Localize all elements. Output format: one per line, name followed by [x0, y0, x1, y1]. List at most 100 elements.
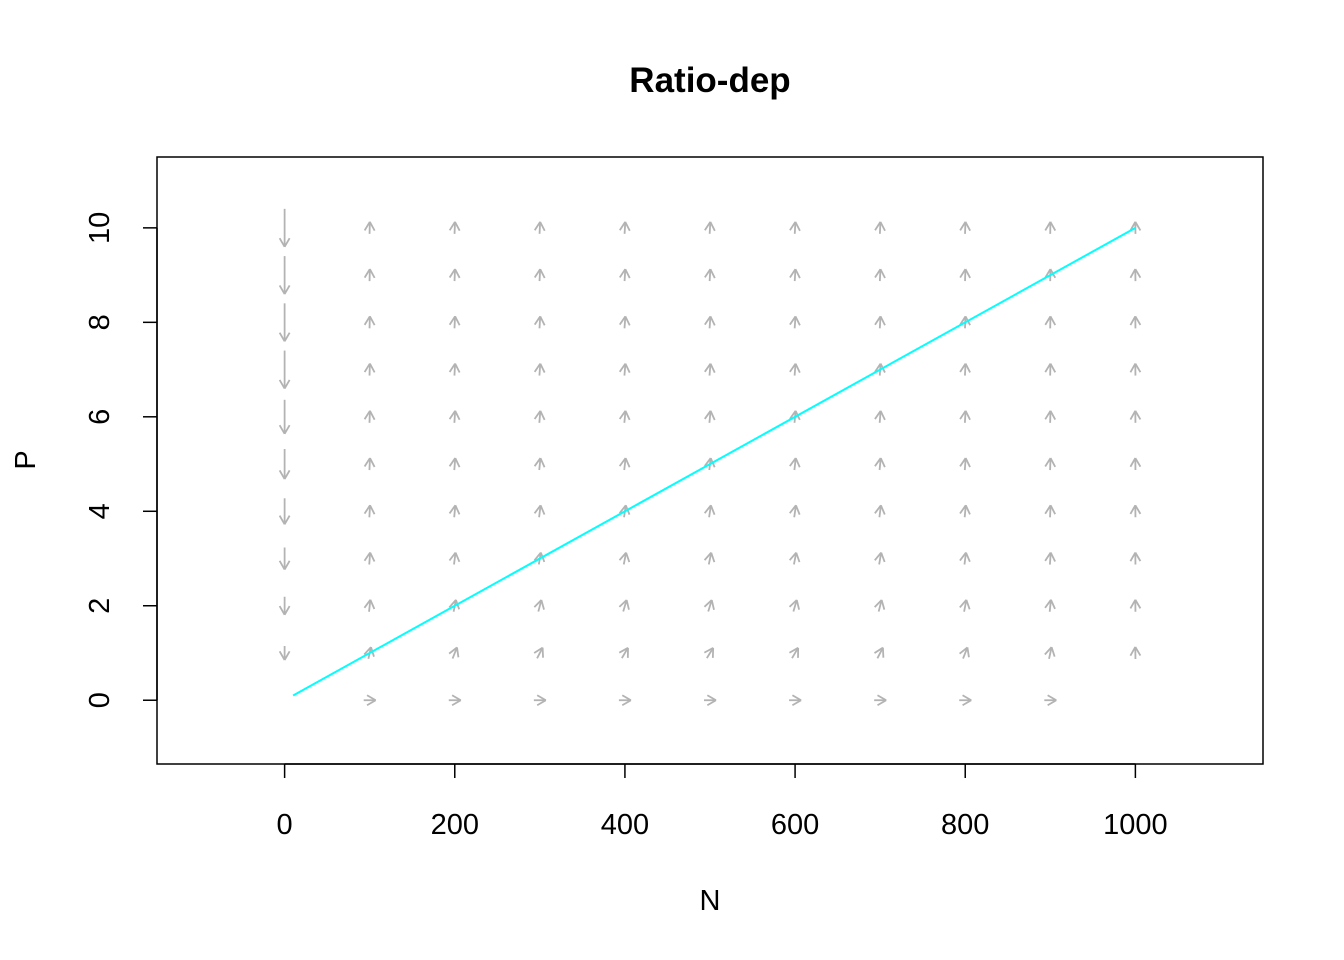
x-tick-label: 400 — [601, 809, 649, 841]
field-arrow — [618, 363, 631, 376]
field-arrow — [363, 599, 376, 612]
field-arrow — [1044, 504, 1056, 518]
field-arrow — [363, 221, 376, 234]
field-arrow — [533, 315, 546, 329]
field-arrow — [959, 599, 971, 612]
y-tick-label: 2 — [84, 598, 116, 614]
field-arrow — [618, 410, 631, 423]
field-arrow — [278, 449, 291, 480]
field-arrow — [1129, 552, 1142, 565]
field-arrow — [618, 599, 630, 612]
field-arrow — [448, 315, 461, 329]
field-arrow — [618, 647, 629, 659]
field-arrow — [448, 363, 461, 376]
field-arrow — [533, 694, 547, 707]
field-arrow — [959, 268, 971, 282]
x-tick-label: 600 — [771, 809, 819, 841]
field-arrow — [1044, 599, 1056, 612]
field-arrow — [1044, 646, 1056, 660]
field-arrow — [619, 268, 631, 282]
field-arrow — [1044, 221, 1057, 234]
field-arrow — [1129, 363, 1142, 376]
field-arrow — [1129, 221, 1142, 234]
y-tick-label: 10 — [84, 212, 116, 244]
field-arrow — [278, 596, 291, 616]
field-arrow — [1044, 410, 1057, 423]
field-arrow — [618, 552, 631, 565]
field-arrow — [704, 410, 716, 423]
field-arrow — [448, 268, 461, 282]
field-arrow — [874, 457, 886, 471]
field-arrow — [788, 552, 801, 565]
field-arrow — [533, 221, 546, 234]
field-arrow — [788, 647, 800, 659]
field-arrow — [619, 221, 631, 234]
x-tick-label: 0 — [277, 809, 293, 841]
field-arrow — [363, 268, 376, 282]
field-arrow — [789, 221, 801, 234]
field-arrow — [533, 599, 545, 612]
field-arrow — [959, 221, 971, 234]
field-arrow — [874, 552, 886, 565]
field-arrow — [533, 410, 546, 423]
series-line — [292, 226, 1136, 697]
field-arrow — [448, 221, 461, 234]
field-arrow — [789, 694, 802, 707]
field-arrow — [1044, 457, 1057, 471]
field-arrow — [618, 694, 632, 707]
y-tick-label: 0 — [84, 692, 116, 708]
field-arrow — [1129, 504, 1142, 518]
field-arrow — [959, 457, 971, 471]
field-arrow — [704, 268, 716, 282]
field-arrow — [874, 221, 886, 234]
field-arrow — [1129, 315, 1142, 329]
field-arrow — [618, 457, 631, 471]
field-arrow — [278, 547, 291, 570]
field-arrow — [278, 350, 291, 390]
field-arrow — [874, 694, 887, 707]
field-arrow — [448, 646, 460, 659]
field-arrow — [448, 552, 461, 565]
y-tick-label: 6 — [84, 409, 116, 425]
field-arrow — [363, 457, 376, 471]
x-axis: 0 200 400 600 800 1000 — [277, 763, 1168, 841]
vector-field-arrows — [278, 208, 1142, 707]
field-arrow — [959, 363, 971, 376]
field-arrow — [788, 599, 800, 612]
y-tick-label: 4 — [84, 503, 116, 519]
field-arrow — [1044, 363, 1057, 376]
field-arrow — [278, 303, 291, 342]
field-arrow — [278, 256, 291, 295]
field-arrow — [363, 694, 377, 707]
x-axis-title: N — [700, 885, 721, 917]
field-arrow — [703, 647, 715, 659]
chart-title: Ratio-dep — [629, 61, 790, 100]
field-arrow — [789, 268, 801, 282]
field-arrow — [278, 399, 291, 435]
field-arrow — [704, 694, 717, 707]
field-arrow — [363, 552, 376, 565]
field-arrow — [363, 315, 376, 329]
field-arrow — [278, 208, 291, 248]
field-arrow — [363, 363, 376, 376]
y-tick-label: 8 — [84, 314, 116, 330]
field-arrow — [1044, 315, 1057, 329]
field-arrow — [874, 268, 886, 282]
x-tick-label: 200 — [431, 809, 479, 841]
field-arrow — [1129, 599, 1142, 612]
field-arrow — [533, 268, 546, 282]
field-arrow — [789, 363, 801, 376]
field-arrow — [533, 363, 546, 376]
field-arrow — [448, 410, 461, 423]
field-arrow — [789, 315, 801, 329]
field-arrow — [874, 410, 886, 423]
field-arrow — [1129, 410, 1142, 423]
field-arrow — [703, 504, 716, 518]
field-arrow — [874, 646, 885, 659]
field-arrow — [789, 457, 801, 471]
field-arrow — [703, 552, 716, 565]
x-tick-label: 800 — [941, 809, 989, 841]
field-arrow — [533, 504, 546, 518]
field-arrow — [619, 315, 631, 329]
